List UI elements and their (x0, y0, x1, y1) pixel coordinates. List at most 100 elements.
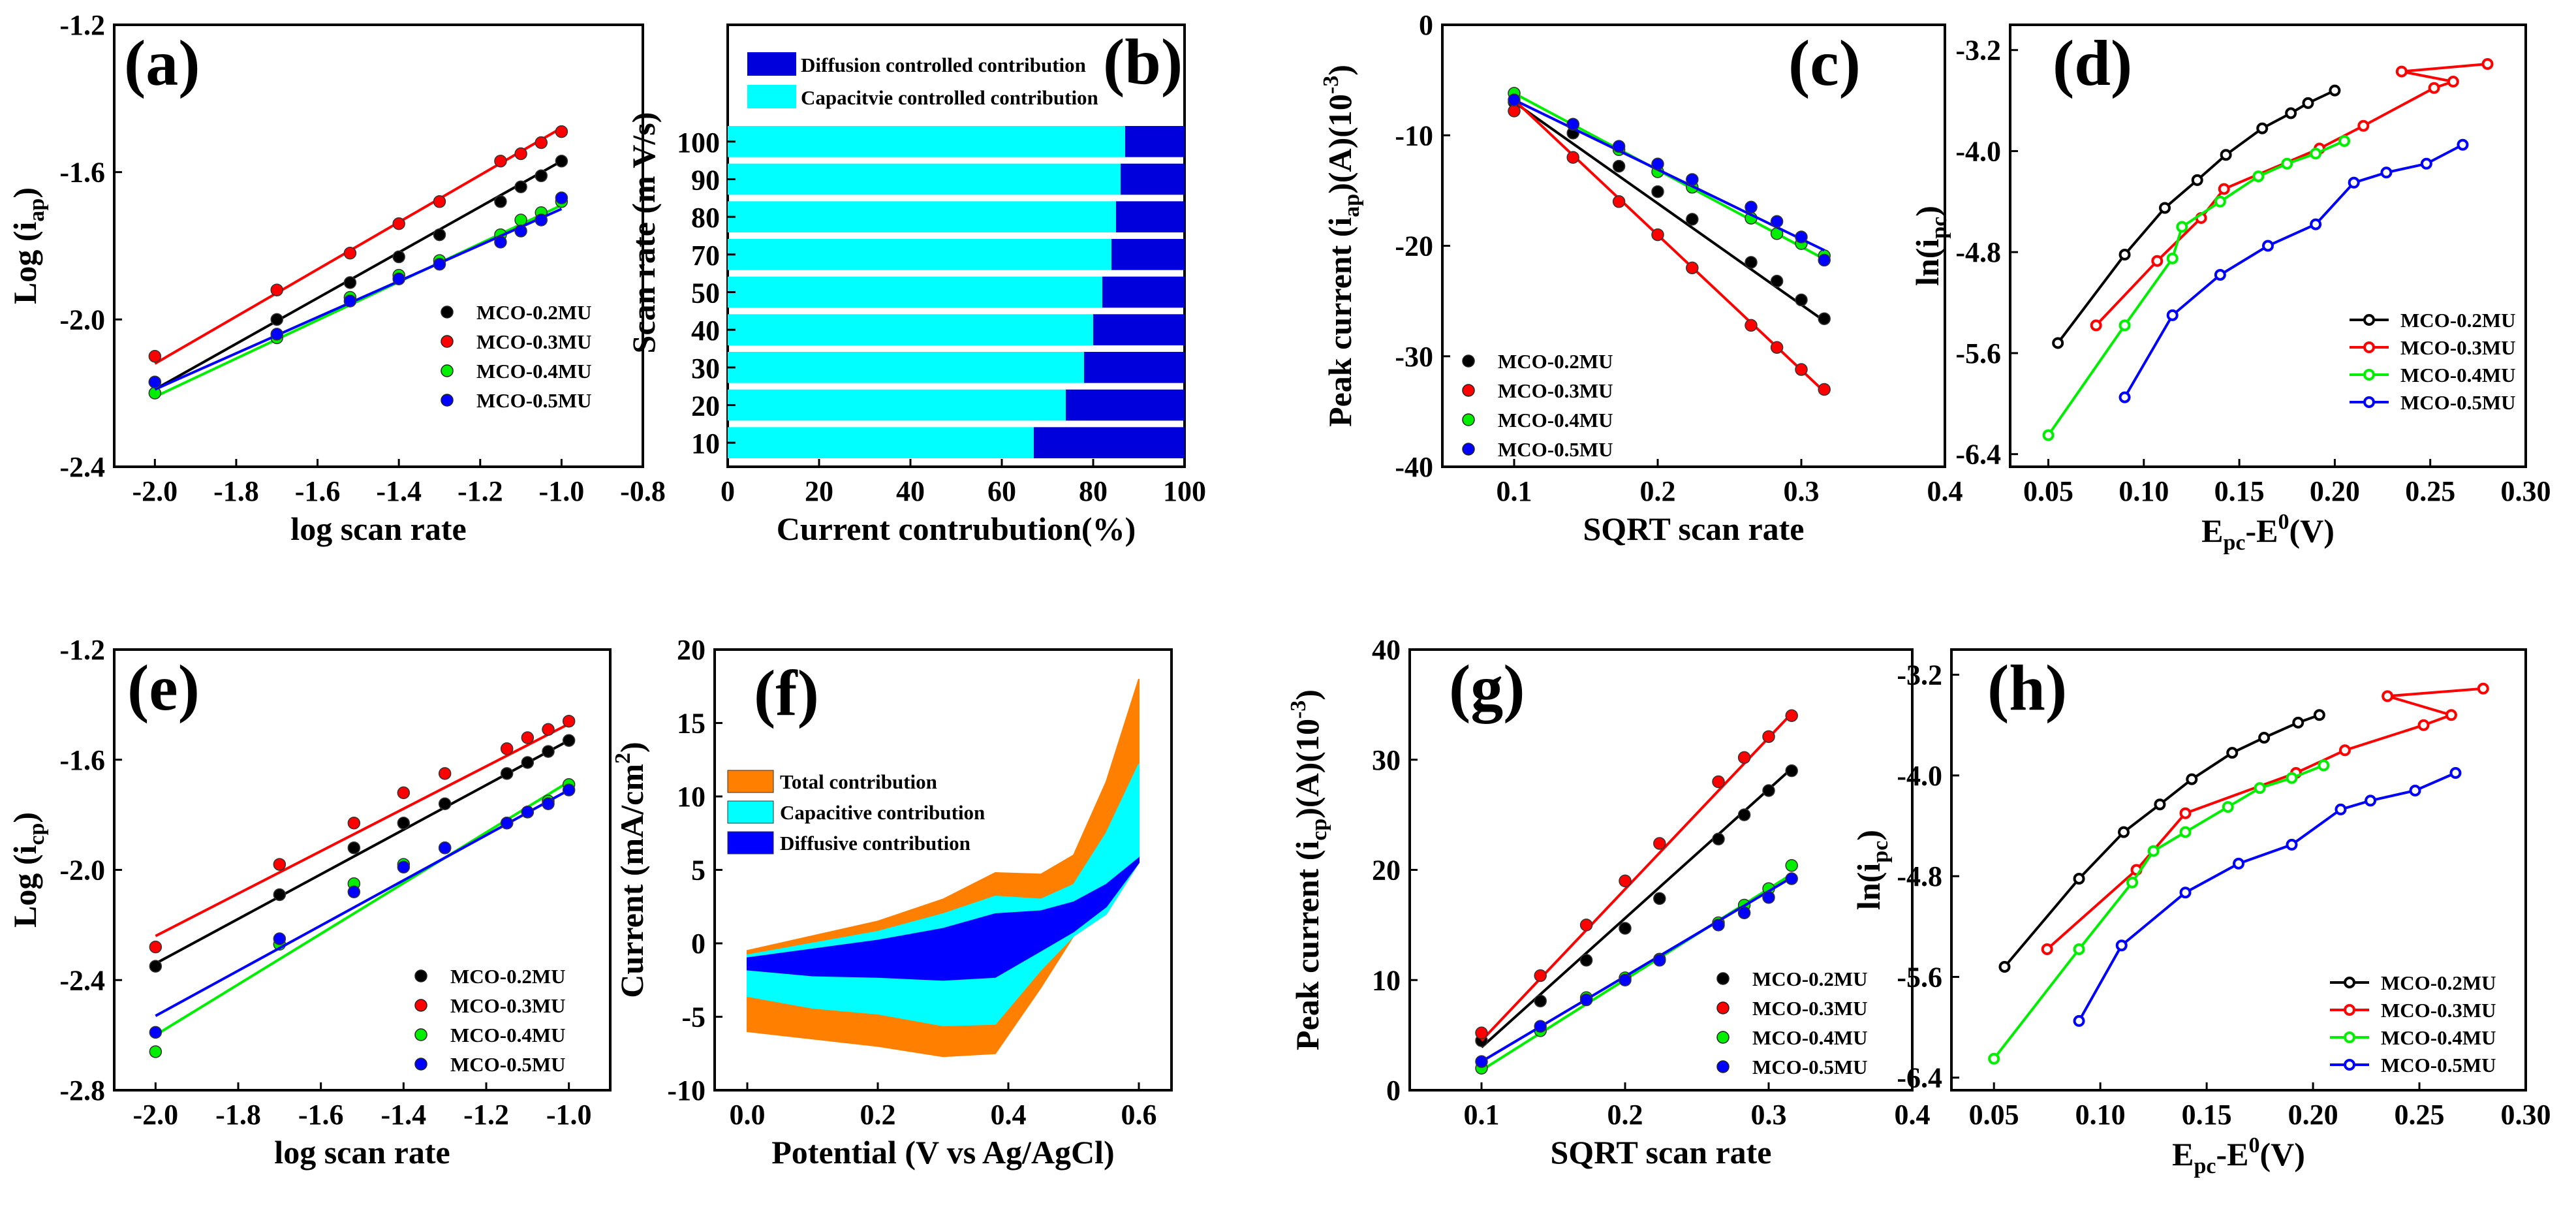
legend-label: Diffusion controlled contribution (801, 54, 1086, 76)
data-point-MCO-0.4MU (2126, 876, 2139, 888)
y-tick-label: -40 (1395, 451, 1433, 483)
x-tick-label: -1.4 (381, 1099, 427, 1131)
fit-line-MCO-0.4MU (155, 780, 570, 1037)
fit-line-MCO-0.5MU (155, 789, 570, 1017)
legend: MCO-0.2MU MCO-0.3MU MCO-0.4MU MCO-0.5MU (414, 965, 565, 1076)
y-tick-label: -2.0 (59, 855, 105, 887)
bar-diffusion-100 (1125, 126, 1185, 157)
data-point-MCO-0.5MU (1508, 93, 1521, 106)
data-point-MCO-0.5MU (2179, 887, 2192, 899)
chart-panel-d: 0.05 0.10 0.15 0.20 0.25 0.30 -6.4 -5.6 -4.8 -4.0… (1909, 24, 2551, 555)
y-tick-label: 10 (677, 781, 706, 813)
legend-label: MCO-0.3MU (476, 330, 591, 353)
x-axis-label: Epc-E0(V) (2201, 510, 2335, 555)
fit-line-MCO-0.3MU (154, 127, 563, 365)
y-tick-label: 15 (677, 708, 706, 740)
bar-diffusion-80 (1116, 201, 1185, 232)
legend-label: MCO-0.4MU (476, 360, 591, 383)
data-point-MCO-0.3MU (514, 147, 527, 161)
x-axis-label: log scan rate (274, 1134, 450, 1171)
bar-diffusion-40 (1093, 314, 1185, 345)
bar-capacitive-50 (728, 276, 1102, 308)
data-point-MCO-0.3MU (1795, 363, 1808, 376)
data-point-MCO-0.2MU (1762, 784, 1775, 797)
legend-label: Diffusive contribution (780, 832, 970, 855)
data-point-MCO-0.3MU (392, 217, 405, 230)
data-point-MCO-0.5MU (1534, 1020, 1547, 1033)
legend-marker (414, 969, 427, 982)
legend-label: MCO-0.2MU (450, 965, 565, 988)
data-point-MCO-0.3MU (500, 742, 514, 755)
data-point-MCO-0.2MU (1686, 213, 1699, 226)
legend-label: MCO-0.2MU (2400, 309, 2515, 332)
y-tick-label: -1.2 (59, 634, 105, 666)
panel-label: (c) (1788, 27, 1861, 99)
data-point-MCO-0.3MU (2357, 119, 2370, 132)
data-point-MCO-0.2MU (2302, 97, 2314, 109)
x-tick-label: 0.05 (1969, 1099, 2019, 1131)
x-tick-label: 0.10 (2118, 475, 2169, 507)
data-point-MCO-0.3MU (1579, 919, 1593, 932)
data-point-MCO-0.3MU (148, 350, 162, 363)
data-point-MCO-0.3MU (2041, 943, 2053, 955)
y-tick-label: -4.8 (1897, 860, 1942, 892)
bar-diffusion-30 (1084, 352, 1185, 383)
data-point-MCO-0.3MU (2395, 65, 2408, 78)
x-tick-label: 0.30 (2501, 475, 2551, 507)
data-point-MCO-0.2MU (273, 888, 287, 902)
data-point-MCO-0.4MU (149, 1045, 163, 1058)
y-axis-label: Current (mA/cm2) (611, 742, 650, 998)
legend-label: MCO-0.2MU (476, 301, 591, 324)
y-tick-label: 0 (691, 928, 706, 960)
data-point-MCO-0.3MU (1770, 341, 1784, 354)
data-point-MCO-0.2MU (2258, 732, 2271, 744)
data-point-MCO-0.5MU (2286, 838, 2298, 851)
data-point-MCO-0.2MU (1651, 185, 1664, 198)
legend-marker (2363, 341, 2375, 353)
bar-diffusion-50 (1102, 276, 1185, 308)
x-axis-label: SQRT scan rate (1551, 1134, 1772, 1171)
bar-capacitive-30 (728, 352, 1084, 383)
data-point-MCO-0.2MU (343, 276, 357, 289)
data-point-MCO-0.2MU (2226, 747, 2239, 759)
x-tick-label: -1.8 (215, 1099, 261, 1131)
data-point-MCO-0.3MU (535, 136, 548, 149)
legend-marker (441, 394, 454, 407)
y-tick-label: -2.8 (59, 1075, 105, 1107)
x-tick-label: 0.20 (2310, 475, 2360, 507)
y-tick-label: 20 (691, 390, 720, 422)
legend-marker (1462, 413, 1475, 426)
data-point-MCO-0.2MU (2285, 107, 2297, 119)
data-point-MCO-0.2MU (2118, 249, 2131, 261)
x-tick-label: 0.15 (2182, 1099, 2232, 1131)
data-point-MCO-0.2MU (2052, 337, 2064, 349)
x-tick-label: 0.1 (1464, 1099, 1500, 1131)
fit-line-MCO-0.3MU (155, 723, 570, 937)
legend-marker (2344, 1031, 2355, 1043)
data-point-MCO-0.3MU (2428, 82, 2440, 94)
data-point-MCO-0.4MU (2118, 319, 2131, 332)
data-point-MCO-0.2MU (2292, 716, 2304, 729)
bar-capacitive-80 (728, 201, 1116, 232)
data-point-MCO-0.2MU (555, 154, 568, 168)
data-point-MCO-0.3MU (2090, 319, 2102, 332)
data-point-MCO-0.3MU (2382, 690, 2394, 702)
legend-marker (2363, 369, 2375, 381)
x-tick-label: 0.15 (2214, 475, 2265, 507)
data-point-MCO-0.5MU (1579, 993, 1593, 1007)
legend-label: MCO-0.3MU (450, 994, 565, 1017)
data-point-MCO-0.2MU (1619, 922, 1632, 935)
x-tick-label: -0.8 (620, 475, 666, 507)
x-tick-label: 0 (721, 475, 735, 507)
y-tick-label: 10 (691, 428, 720, 460)
data-point-MCO-0.5MU (1686, 173, 1699, 186)
data-point-MCO-0.5MU (2262, 240, 2274, 252)
panel-label: (g) (1449, 652, 1525, 724)
x-tick-label: 0.1 (1497, 475, 1532, 507)
data-point-MCO-0.3MU (433, 195, 446, 208)
plot-frame (2009, 24, 2527, 468)
data-point-MCO-0.5MU (1566, 118, 1579, 131)
bar-capacitive-20 (728, 389, 1066, 421)
data-point-MCO-0.5MU (514, 225, 527, 238)
